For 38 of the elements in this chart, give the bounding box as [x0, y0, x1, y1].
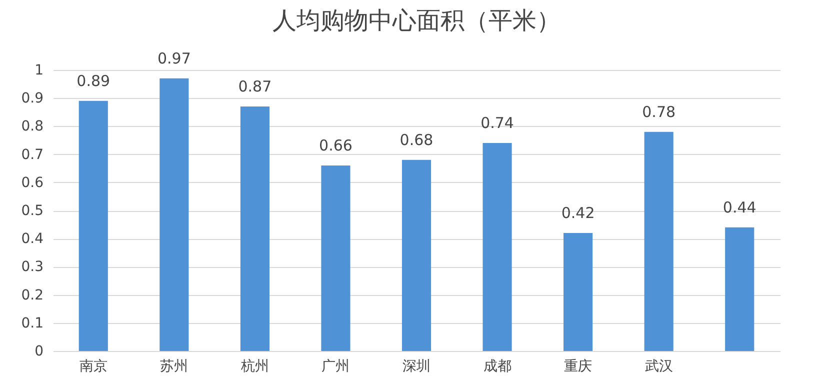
x-tick-label: 深圳: [402, 358, 430, 374]
bar: [160, 78, 189, 351]
data-label: 0.97: [157, 49, 191, 68]
bar: [402, 160, 432, 351]
x-tick-label: 成都: [483, 358, 512, 374]
data-label: 0.68: [400, 130, 434, 149]
x-tick-label: 苏州: [160, 358, 188, 374]
data-label: 0.87: [238, 78, 272, 96]
y-tick-label: 0: [34, 344, 44, 360]
y-tick-label: 0.3: [21, 259, 44, 276]
data-label: 0.66: [319, 136, 352, 155]
x-tick-label: 重庆: [564, 358, 592, 374]
x-tick-label: 南京: [79, 358, 108, 374]
y-tick-label: 0.5: [21, 203, 44, 219]
x-tick-label: 武汉: [644, 358, 673, 374]
y-tick-label: 0.9: [21, 90, 44, 107]
bar: [725, 227, 754, 351]
bar: [78, 100, 108, 351]
bar: [482, 143, 512, 351]
bar: [644, 132, 674, 351]
chart-title: 人均购物中心面积（平米）: [272, 6, 560, 34]
x-tick-label: 杭州: [240, 358, 269, 374]
y-tick-label: 0.6: [21, 174, 44, 191]
y-tick-label: 0.4: [21, 231, 44, 248]
data-label: 0.42: [561, 204, 595, 222]
data-label: 0.78: [642, 102, 676, 121]
y-tick-label: 1: [34, 62, 44, 78]
data-label: 0.74: [480, 114, 514, 132]
bar: [564, 232, 593, 351]
y-tick-label: 0.2: [21, 287, 44, 304]
bar: [321, 166, 350, 351]
y-tick-label: 0.8: [21, 118, 44, 135]
bar: [240, 106, 270, 351]
data-label: 0.44: [722, 198, 756, 216]
data-label: 0.89: [76, 72, 110, 90]
y-tick-label: 0.7: [21, 146, 44, 163]
x-tick-label: 广州: [322, 358, 350, 374]
y-tick-label: 0.1: [21, 315, 44, 332]
